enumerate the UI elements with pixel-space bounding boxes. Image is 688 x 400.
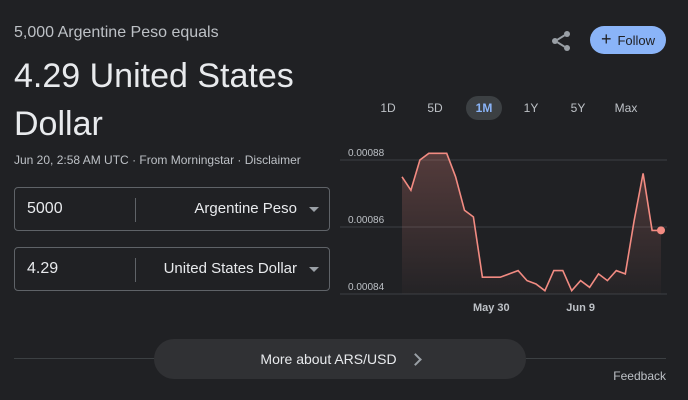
meta-separator: · xyxy=(234,153,245,167)
more-about-label: More about ARS/USD xyxy=(260,351,397,367)
conversion-result: 4.29 United States Dollar xyxy=(14,57,294,143)
converter-subtitle: 5,000 Argentine Peso equals xyxy=(14,24,219,41)
y-tick-label: 0.00086 xyxy=(348,215,385,226)
dropdown-arrow-icon[interactable] xyxy=(309,207,319,212)
range-1y[interactable]: 1Y xyxy=(523,101,539,115)
source-label: From Morningstar xyxy=(139,153,235,167)
to-currency-field: 4.29 United States Dollar xyxy=(14,247,330,291)
y-tick-label: 0.00088 xyxy=(348,148,385,159)
plus-icon: + xyxy=(600,29,612,49)
chevron-right-icon xyxy=(408,353,422,366)
x-tick-label: Jun 9 xyxy=(566,302,595,314)
follow-button[interactable]: + Follow xyxy=(590,26,666,54)
rate-area-fill xyxy=(402,153,661,294)
more-about-button[interactable]: More about ARS/USD xyxy=(154,339,526,379)
field-divider xyxy=(135,258,136,282)
from-amount-input[interactable]: 5000 xyxy=(27,200,63,217)
exchange-rate-chart[interactable]: 0.00088 0.00086 0.00084 May 30 Jun 9 xyxy=(340,140,670,320)
time-range-selector: 1D 5D 1M 1Y 5Y Max xyxy=(370,96,660,120)
range-5y[interactable]: 5Y xyxy=(570,101,586,115)
dropdown-arrow-icon[interactable] xyxy=(309,267,319,272)
follow-label: Follow xyxy=(617,32,656,48)
x-tick-label: May 30 xyxy=(473,302,510,314)
disclaimer-link[interactable]: Disclaimer xyxy=(244,153,301,167)
timestamp: Jun 20, 2:58 AM UTC xyxy=(14,153,129,167)
from-currency-select[interactable]: Argentine Peso xyxy=(194,200,297,217)
field-divider xyxy=(135,198,136,222)
range-1m[interactable]: 1M xyxy=(466,96,502,120)
meta-line: Jun 20, 2:58 AM UTC · From Morningstar ·… xyxy=(14,153,301,167)
share-icon[interactable] xyxy=(549,29,573,53)
rate-line xyxy=(401,152,661,293)
to-currency-select[interactable]: United States Dollar xyxy=(163,260,297,277)
feedback-link[interactable]: Feedback xyxy=(613,369,666,383)
current-rate-point xyxy=(657,226,665,235)
from-currency-field: 5000 Argentine Peso xyxy=(14,187,330,231)
y-tick-label: 0.00084 xyxy=(348,282,385,293)
range-5d[interactable]: 5D xyxy=(427,101,443,115)
meta-separator: · xyxy=(128,153,140,167)
to-amount-input[interactable]: 4.29 xyxy=(27,260,59,277)
range-max[interactable]: Max xyxy=(614,101,638,115)
range-1d[interactable]: 1D xyxy=(380,101,396,115)
